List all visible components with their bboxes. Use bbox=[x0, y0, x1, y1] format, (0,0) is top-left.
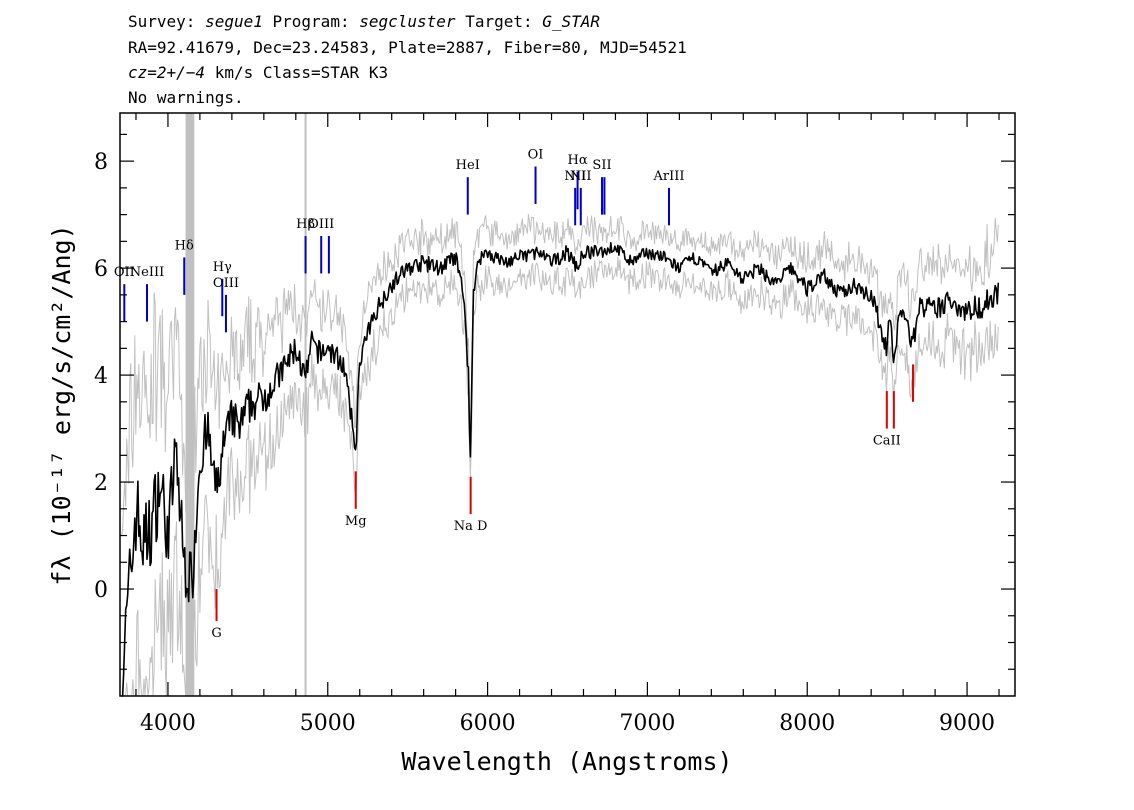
emission-line-label-8: HeI bbox=[456, 158, 480, 173]
header-line-1: Survey: segue1 Program: segcluster Targe… bbox=[128, 12, 600, 32]
x-tick-label: 5000 bbox=[300, 711, 356, 736]
x-tick-label: 4000 bbox=[140, 711, 196, 736]
x-tick-label: 6000 bbox=[460, 711, 516, 736]
emission-line-label-12: NII bbox=[570, 169, 592, 184]
emission-line-label-15: ArIII bbox=[652, 169, 684, 184]
plot-frame bbox=[119, 112, 1016, 697]
absorption-line-label-0: G bbox=[211, 626, 221, 641]
header-line-2: RA=92.41679, Dec=23.24583, Plate=2887, F… bbox=[128, 38, 687, 57]
program-label: Program: bbox=[272, 12, 350, 31]
y-tick-label: 6 bbox=[94, 257, 108, 282]
masked-band bbox=[185, 113, 195, 696]
axis-ticks: 4000 5000 6000 7000 8000 9000 0 2 4 6 8 bbox=[94, 113, 1015, 736]
absorption-line-label-2: Na D bbox=[454, 519, 488, 534]
y-axis-label: fλ (10⁻¹⁷ erg/s/cm²/Ang) bbox=[47, 224, 76, 585]
error-series-lower bbox=[121, 256, 999, 697]
absorption-line-label-1: Mg bbox=[345, 514, 367, 529]
emission-line-label-0: OII bbox=[114, 265, 135, 280]
cz-value: cz=2+/−4 bbox=[128, 63, 206, 82]
emission-line-label-3: Hγ bbox=[213, 260, 232, 275]
emission-line-label-2: Hδ bbox=[175, 238, 194, 253]
emission-line-label-13: SII bbox=[592, 158, 611, 173]
error-band-layer bbox=[121, 214, 999, 697]
emission-line-label-10: NII bbox=[564, 169, 586, 184]
target-value: G_STAR bbox=[542, 12, 601, 31]
absorption-line-label-3: CaII bbox=[873, 434, 901, 449]
header-line-4: No warnings. bbox=[128, 88, 244, 107]
survey-label: Survey: bbox=[128, 12, 196, 31]
error-series-upper bbox=[121, 214, 999, 536]
flux-line-layer bbox=[121, 242, 1000, 697]
target-label: Target: bbox=[465, 12, 533, 31]
emission-line-label-1: NeIII bbox=[130, 265, 164, 280]
emission-line-label-9: OI bbox=[528, 147, 544, 162]
program-value: segcluster bbox=[359, 12, 456, 31]
flux-series-line bbox=[121, 242, 1000, 697]
class-text: km/s Class=STAR K3 bbox=[205, 63, 389, 82]
y-tick-label: 2 bbox=[94, 471, 108, 496]
header-line-3: cz=2+/−4 km/s Class=STAR K3 bbox=[128, 63, 388, 83]
emission-line-label-11: Hα bbox=[568, 153, 588, 168]
x-tick-label: 8000 bbox=[779, 711, 835, 736]
x-tick-label: 7000 bbox=[619, 711, 675, 736]
y-tick-label: 4 bbox=[94, 364, 108, 389]
emission-line-label-5: Hβ bbox=[296, 217, 315, 232]
survey-value: segue1 bbox=[205, 12, 263, 31]
y-tick-label: 8 bbox=[94, 150, 108, 175]
emission-line-label-4: OIII bbox=[213, 276, 239, 291]
spectral-line-markers: OIINeIIIHδHγOIIIHβOIIIHeIOINIIHαNIISIIAr… bbox=[114, 147, 915, 641]
emission-line-label-6: OIII bbox=[308, 217, 334, 232]
x-tick-label: 9000 bbox=[939, 711, 995, 736]
x-axis-label: Wavelength (Angstroms) bbox=[401, 747, 732, 776]
y-tick-label: 0 bbox=[94, 578, 108, 603]
